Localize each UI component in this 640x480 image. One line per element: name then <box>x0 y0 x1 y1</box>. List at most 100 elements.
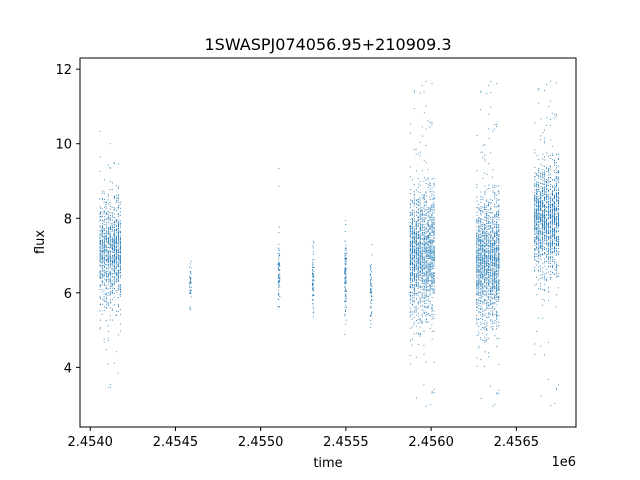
data-point <box>423 330 425 332</box>
data-point <box>110 245 111 247</box>
data-point <box>476 280 478 282</box>
data-point <box>414 284 415 285</box>
data-point <box>120 265 121 267</box>
data-point <box>421 246 423 248</box>
data-point <box>534 214 536 216</box>
data-point <box>107 292 109 294</box>
data-point <box>423 204 425 206</box>
data-point <box>278 295 280 296</box>
data-point <box>551 216 553 217</box>
data-point <box>496 315 498 317</box>
data-point <box>480 296 482 298</box>
data-point <box>488 275 490 277</box>
data-point <box>344 271 346 272</box>
data-point <box>431 266 433 268</box>
data-point <box>496 214 498 216</box>
data-point <box>486 243 488 245</box>
data-point <box>419 247 421 249</box>
data-point <box>433 231 435 233</box>
data-point <box>415 224 417 226</box>
data-point <box>478 227 480 229</box>
data-point <box>120 267 121 269</box>
data-point <box>492 223 494 225</box>
data-point <box>431 267 433 269</box>
data-point <box>415 252 417 254</box>
data-point <box>103 296 105 298</box>
data-point <box>419 228 421 230</box>
data-point <box>425 318 427 320</box>
data-point <box>498 256 499 258</box>
data-point <box>425 236 427 238</box>
data-point <box>278 274 280 276</box>
data-point <box>414 275 415 277</box>
data-point <box>420 211 421 212</box>
data-point <box>419 258 421 260</box>
data-point <box>488 234 490 236</box>
data-point <box>425 292 427 294</box>
data-point <box>496 276 497 278</box>
data-point <box>107 339 109 341</box>
data-point <box>484 302 486 304</box>
data-point <box>107 267 109 269</box>
data-point <box>488 245 490 247</box>
data-point <box>490 225 492 227</box>
data-point <box>494 124 496 125</box>
data-point <box>496 224 498 226</box>
data-point <box>345 270 347 272</box>
data-point <box>431 192 433 194</box>
data-point <box>492 236 494 238</box>
data-point <box>492 212 494 213</box>
data-point <box>99 260 101 262</box>
data-point <box>496 278 498 280</box>
data-point <box>486 300 488 302</box>
data-point <box>476 323 478 325</box>
data-point <box>419 245 421 247</box>
data-point <box>429 268 431 269</box>
data-point <box>278 298 279 300</box>
data-point <box>120 238 121 240</box>
data-point <box>113 250 115 252</box>
data-point <box>413 301 415 303</box>
data-point <box>478 284 480 285</box>
data-point <box>478 270 480 271</box>
data-point <box>431 260 433 262</box>
data-point <box>119 227 121 229</box>
data-point <box>103 310 105 312</box>
data-point <box>484 204 486 206</box>
data-point <box>111 261 113 263</box>
data-point <box>431 215 433 216</box>
data-point <box>492 261 494 263</box>
data-point <box>480 242 482 244</box>
data-point <box>414 265 415 267</box>
data-point <box>418 243 419 244</box>
data-point <box>415 240 417 241</box>
data-point <box>119 237 121 238</box>
data-point <box>480 255 482 257</box>
data-point <box>488 266 490 267</box>
data-point <box>415 311 417 313</box>
data-point <box>425 282 427 283</box>
data-point <box>419 205 421 207</box>
data-point <box>476 302 478 304</box>
data-point <box>411 236 413 238</box>
data-point <box>423 312 425 314</box>
data-point <box>99 243 101 245</box>
data-point <box>105 230 107 232</box>
data-point <box>369 274 371 275</box>
data-point <box>108 194 109 196</box>
data-point <box>476 283 478 285</box>
data-point <box>433 202 435 204</box>
data-point <box>409 291 411 293</box>
data-point <box>490 201 492 203</box>
data-point <box>104 266 105 268</box>
data-point <box>370 284 372 285</box>
data-point <box>418 153 419 155</box>
data-point <box>99 259 101 260</box>
data-point <box>476 319 478 321</box>
data-point <box>494 241 496 242</box>
data-point <box>369 275 371 277</box>
data-point <box>484 250 486 251</box>
data-point <box>478 302 480 304</box>
data-point <box>116 249 117 250</box>
data-point <box>478 271 480 273</box>
